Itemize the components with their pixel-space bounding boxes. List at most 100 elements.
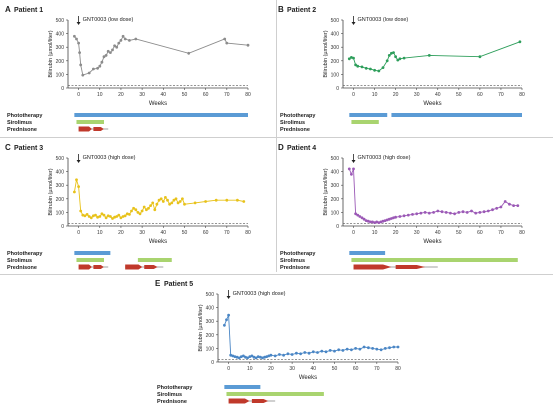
data-point bbox=[354, 212, 357, 216]
data-point bbox=[73, 190, 76, 194]
data-point bbox=[87, 71, 91, 75]
panel-label: C bbox=[5, 143, 11, 152]
data-point bbox=[111, 48, 114, 52]
data-point bbox=[290, 353, 294, 356]
data-point bbox=[352, 56, 355, 60]
x-tick-label: 10 bbox=[372, 230, 378, 236]
y-tick-label: 200 bbox=[56, 59, 65, 65]
data-point bbox=[115, 215, 119, 218]
data-point bbox=[117, 41, 121, 45]
data-point bbox=[396, 345, 400, 349]
data-point bbox=[225, 198, 229, 202]
data-point bbox=[140, 209, 144, 213]
x-tick-label: 80 bbox=[245, 92, 251, 98]
data-point bbox=[172, 198, 176, 202]
data-point bbox=[254, 356, 258, 360]
data-point bbox=[250, 354, 254, 358]
data-point bbox=[73, 34, 76, 38]
data-point bbox=[164, 196, 167, 199]
x-tick-label: 20 bbox=[268, 366, 274, 372]
treatment-label: Sirolimus bbox=[7, 120, 32, 126]
treatment-bar bbox=[228, 398, 250, 404]
panel-e: E Patient 5 0 100 200 300 400 500 0 10 20 30 40 50 60 7… bbox=[155, 279, 401, 405]
panel-title: Patient 3 bbox=[14, 145, 43, 152]
x-tick-label: 80 bbox=[395, 366, 401, 372]
y-tick-label: 400 bbox=[56, 170, 65, 176]
data-point bbox=[495, 206, 499, 210]
treatment-label: Prednisone bbox=[280, 265, 310, 271]
x-tick-label: 30 bbox=[139, 230, 145, 236]
x-tick-label: 40 bbox=[435, 230, 441, 236]
data-point bbox=[130, 209, 133, 213]
dose-annotation: GNT0003 (low dose) bbox=[83, 17, 134, 23]
data-point bbox=[499, 205, 503, 209]
data-point bbox=[242, 354, 245, 358]
data-point bbox=[362, 345, 366, 349]
data-point bbox=[119, 39, 123, 42]
y-tick-label: 400 bbox=[206, 306, 215, 312]
x-tick-label: 20 bbox=[393, 92, 399, 98]
x-tick-label: 70 bbox=[224, 230, 230, 236]
treatment-bar bbox=[353, 264, 392, 270]
series-line bbox=[74, 35, 249, 76]
data-point bbox=[341, 349, 345, 352]
treatment-bar bbox=[349, 113, 388, 117]
dose-annotation: GNT0003 (high dose) bbox=[83, 155, 136, 161]
data-point bbox=[392, 345, 396, 349]
data-point bbox=[145, 208, 148, 212]
data-point bbox=[102, 213, 106, 217]
y-tick-label: 500 bbox=[56, 18, 65, 24]
x-tick-label: 60 bbox=[353, 366, 359, 372]
panel-title: Patient 2 bbox=[287, 7, 316, 14]
data-point bbox=[75, 37, 78, 41]
data-point bbox=[117, 213, 121, 217]
x-tick-label: 20 bbox=[118, 92, 124, 98]
data-point bbox=[109, 51, 112, 54]
data-point bbox=[236, 198, 239, 202]
x-tick-label: 0 bbox=[227, 366, 230, 372]
data-point bbox=[115, 45, 119, 49]
y-tick-label: 300 bbox=[331, 183, 340, 189]
data-point bbox=[316, 351, 319, 354]
treatment-bar bbox=[226, 392, 324, 396]
data-point bbox=[278, 353, 281, 356]
panel-label: B bbox=[278, 5, 284, 14]
data-point bbox=[125, 212, 129, 216]
data-point bbox=[381, 66, 385, 69]
panel-divider-horizontal-2 bbox=[0, 274, 553, 275]
dose-arrow-head bbox=[76, 22, 81, 25]
data-point bbox=[360, 65, 364, 69]
y-tick-label: 300 bbox=[206, 319, 215, 325]
data-point bbox=[256, 355, 260, 358]
data-point bbox=[453, 212, 456, 216]
data-point bbox=[436, 209, 440, 213]
data-point bbox=[402, 214, 406, 218]
panel-divider-horizontal-1 bbox=[0, 137, 553, 138]
x-tick-label: 40 bbox=[311, 366, 317, 372]
x-axis-label: Weeks bbox=[423, 101, 441, 107]
x-tick-label: 50 bbox=[182, 230, 188, 236]
data-point bbox=[508, 202, 511, 206]
data-point bbox=[440, 210, 444, 214]
data-point bbox=[246, 43, 250, 47]
data-point bbox=[387, 54, 391, 57]
x-axis-label: Weeks bbox=[423, 239, 441, 245]
data-point bbox=[390, 217, 393, 220]
data-point bbox=[367, 346, 370, 350]
data-point bbox=[354, 63, 357, 67]
x-tick-label: 40 bbox=[161, 92, 167, 98]
data-point bbox=[282, 353, 285, 357]
x-tick-label: 10 bbox=[372, 92, 378, 98]
data-point bbox=[392, 216, 395, 220]
x-axis-label: Weeks bbox=[149, 239, 167, 245]
y-axis-label: Bilirubin (µmol/liter) bbox=[48, 30, 54, 77]
data-point bbox=[356, 213, 360, 217]
data-point bbox=[311, 350, 315, 354]
y-tick-label: 400 bbox=[331, 32, 340, 38]
panel-label: E bbox=[155, 279, 161, 288]
data-point bbox=[286, 352, 290, 356]
data-point bbox=[75, 178, 78, 182]
panel-c: C Patient 3 0 100 200 300 400 500 0 10 20 30 40 50 60 7… bbox=[5, 143, 251, 271]
panel-divider-vertical bbox=[276, 0, 277, 272]
